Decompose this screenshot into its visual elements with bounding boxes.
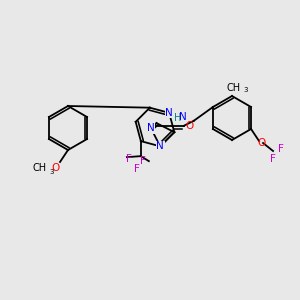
Text: F: F xyxy=(278,144,284,154)
Text: 3: 3 xyxy=(50,169,54,175)
Text: N: N xyxy=(147,124,155,134)
Text: F: F xyxy=(134,164,140,174)
Text: F: F xyxy=(140,156,146,166)
Text: N: N xyxy=(156,141,164,151)
Text: O: O xyxy=(257,138,265,148)
Text: O: O xyxy=(51,163,59,173)
Text: F: F xyxy=(126,154,132,164)
Text: N: N xyxy=(165,108,173,118)
Text: O: O xyxy=(186,121,194,131)
Text: N: N xyxy=(179,112,187,122)
Text: H: H xyxy=(174,113,182,123)
Text: CH: CH xyxy=(33,163,47,173)
Text: F: F xyxy=(270,154,276,164)
Text: CH: CH xyxy=(227,83,241,93)
Text: 3: 3 xyxy=(244,87,248,93)
